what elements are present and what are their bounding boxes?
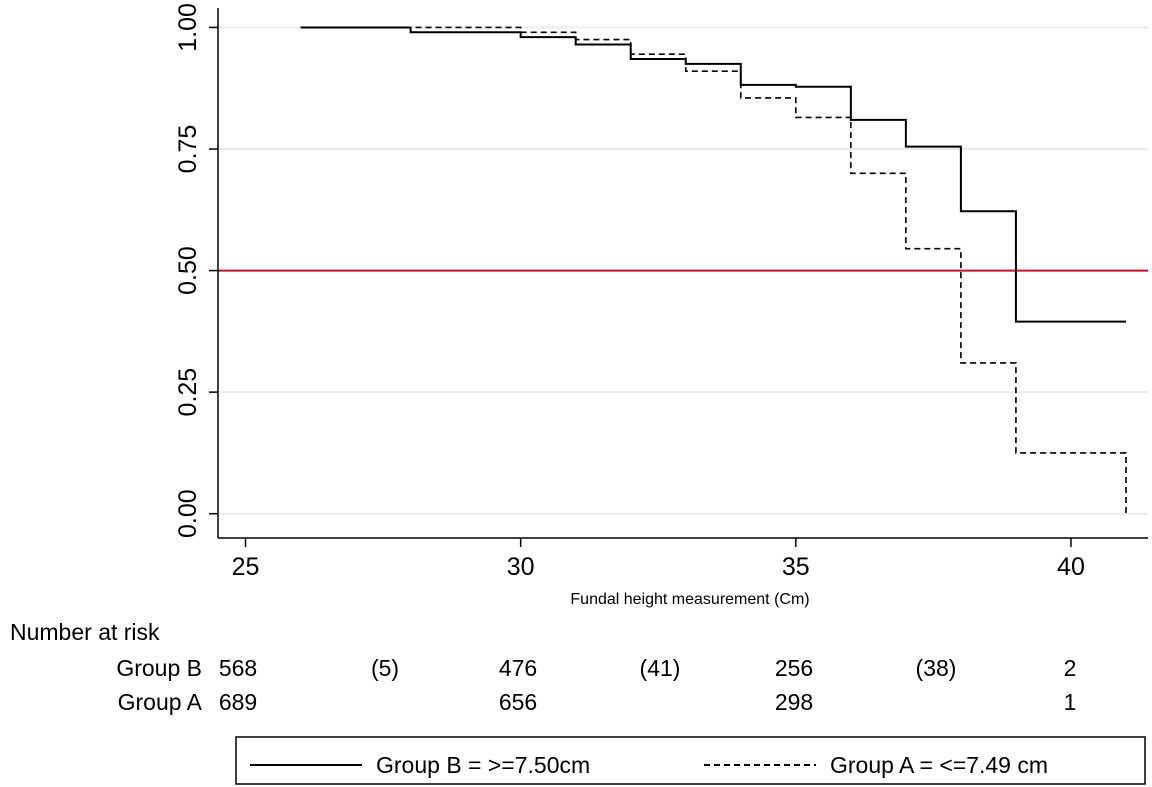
risk-cell: 568: [219, 655, 257, 681]
risk-cell: 656: [499, 689, 537, 715]
legend-label-group-b: Group B = >=7.50cm: [376, 752, 590, 778]
risk-cell: 256: [775, 655, 813, 681]
y-tick-label-1: 0.25: [174, 368, 202, 417]
risk-cell: 476: [499, 655, 537, 681]
legend-box: [235, 736, 1146, 785]
risk-cell: (41): [640, 655, 681, 681]
x-tick-label-25: 25: [232, 553, 260, 581]
risk-table: Number at risk Group B 568 (5) 476 (41) 256 (3…: [10, 619, 1076, 715]
series-line-group-a: [355, 26, 1127, 514]
y-tick-label-0: 0.00: [174, 489, 202, 538]
risk-table-rows: Group B 568 (5) 476 (41) 256 (38) 2 Group A 689 65…: [116, 655, 1076, 715]
risk-table-heading: Number at risk: [10, 619, 160, 645]
y-tick-label-3: 0.75: [174, 125, 202, 174]
legend-label-group-a: Group A = <=7.49 cm: [830, 752, 1048, 778]
risk-cell: 1: [1064, 689, 1077, 715]
risk-cell: (38): [916, 655, 957, 681]
risk-cell: 689: [219, 689, 257, 715]
risk-cell: 2: [1064, 655, 1077, 681]
x-axis-title: Fundal height measurement (Cm): [570, 591, 809, 608]
risk-row-label-1: Group A: [118, 689, 203, 715]
axes: 25 30 35 40 0.00 0.25 0.50 0.75 1.00: [174, 3, 1148, 581]
y-tick-label-2: 0.50: [174, 246, 202, 295]
risk-cell: 298: [775, 689, 813, 715]
risk-cell: (5): [371, 655, 399, 681]
series-layer: [300, 26, 1127, 514]
risk-row-label-0: Group B: [116, 655, 202, 681]
x-tick-label-30: 30: [507, 553, 535, 581]
y-ticks: 0.00 0.25 0.50 0.75 1.00: [174, 3, 218, 538]
x-tick-label-40: 40: [1057, 553, 1085, 581]
x-ticks: 25 30 35 40: [232, 538, 1085, 581]
legend: Group B = >=7.50cm Group A = <=7.49 cm: [235, 736, 1146, 785]
x-tick-label-35: 35: [782, 553, 810, 581]
y-tick-label-4: 1.00: [174, 3, 202, 52]
